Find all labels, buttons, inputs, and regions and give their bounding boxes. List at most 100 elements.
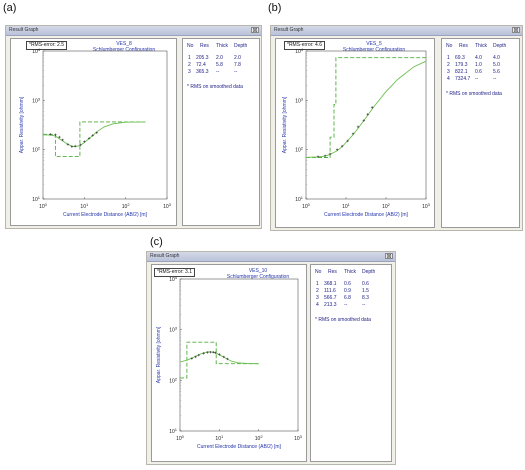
- ves-title-b: VES_5 Schlumberger Configuration: [338, 41, 410, 53]
- titlebar-a[interactable]: Result Graph ⊠: [6, 26, 261, 36]
- observed-point: [66, 143, 70, 146]
- x-tick-label: 101: [80, 202, 89, 210]
- observed-point: [316, 155, 320, 158]
- x-tick-label: 102: [255, 434, 264, 442]
- y-tick-label: 104: [295, 47, 304, 55]
- rms-note-a: * RMS on smoothed data: [187, 84, 243, 90]
- observed-point: [323, 154, 327, 158]
- cell-res: 213.3: [324, 302, 337, 308]
- ves-name-a: VES_8: [116, 41, 132, 47]
- y-axis-label: Appar. Resistivity [ohmm]: [282, 96, 288, 153]
- close-icon[interactable]: ⊠: [251, 27, 259, 34]
- cell-no: 4: [316, 302, 319, 308]
- observed-point: [206, 351, 209, 354]
- col-res: Res: [459, 43, 468, 49]
- observed-point: [190, 357, 194, 360]
- cell-no: 3: [447, 69, 450, 75]
- cell-no: 1: [188, 55, 191, 61]
- cell-depth: 1.5: [362, 288, 369, 294]
- cell-depth: 0.6: [362, 281, 369, 287]
- cell-no: 2: [316, 288, 319, 294]
- x-axis-label: Current Electrode Distance (AB/2) [m]: [197, 444, 282, 450]
- cell-thick: 0.9: [344, 288, 351, 294]
- titlebar-b[interactable]: Result Graph ⊠: [271, 26, 522, 36]
- y-axis-label: Appar. Resistivity [ohmm]: [19, 96, 25, 153]
- cell-thick: 4.0: [475, 55, 482, 61]
- ves-name-b: VES_5: [366, 41, 382, 47]
- observed-point: [335, 148, 339, 151]
- cell-depth: 2.0: [234, 55, 241, 61]
- col-thick: Thick: [344, 269, 356, 275]
- cell-res: 69.3: [455, 55, 465, 61]
- cell-thick: 1.0: [475, 62, 482, 68]
- cell-depth: 4.0: [493, 55, 500, 61]
- observed-point: [58, 135, 61, 139]
- x-tick-label: 101: [215, 434, 224, 442]
- observed-point: [340, 144, 344, 148]
- observed-point: [370, 106, 374, 109]
- plot-frame: [42, 50, 168, 200]
- cell-depth: 5.0: [493, 62, 500, 68]
- x-tick-label: 102: [382, 202, 391, 210]
- close-icon[interactable]: ⊠: [512, 27, 520, 34]
- y-tick-label: 103: [32, 96, 41, 104]
- result-graph-window-a[interactable]: Result Graph ⊠ *RMS-error: 2.5 VES_8 Sch…: [5, 25, 262, 229]
- y-tick-label: 101: [295, 195, 304, 203]
- observed-point: [194, 355, 197, 359]
- cell-res: 822.1: [455, 69, 468, 75]
- cell-res: 72.4: [196, 62, 206, 68]
- col-thick: Thick: [475, 43, 487, 49]
- cell-res: 111.6: [324, 288, 336, 294]
- cell-thick: 0.6: [344, 281, 351, 287]
- panel-label-a: (a): [3, 2, 17, 14]
- x-axis-label: Current Electrode Distance (AB/2) [m]: [324, 212, 409, 218]
- cell-thick: --: [344, 302, 348, 308]
- cell-thick: 2.0: [216, 55, 223, 61]
- y-tick-label: 104: [169, 275, 178, 283]
- cell-depth: --: [234, 69, 238, 75]
- plot-area-b: *RMS-error: 4.6 VES_5 Schlumberger Confi…: [275, 38, 435, 228]
- ves-name-c: VES_10: [248, 268, 268, 274]
- window-title-c: Result Graph: [150, 253, 180, 259]
- observed-point: [351, 132, 355, 135]
- cell-thick: --: [475, 76, 479, 82]
- plot-area-a: *RMS-error: 2.5 VES_8 Schlumberger Confi…: [10, 38, 177, 226]
- y-tick-label: 103: [295, 96, 304, 104]
- observed-point: [79, 143, 82, 147]
- cell-no: 1: [316, 281, 319, 287]
- observed-point: [61, 138, 64, 142]
- plot-frame: [305, 50, 427, 200]
- observed-point: [202, 352, 205, 355]
- result-graph-window-c[interactable]: Result Graph ⊠ *RMS-error: 3.1 VES_10 Sc…: [146, 251, 396, 465]
- layer-table-b: No Res Thick Depth 1 69.3 4.0 4.0 2 179.…: [441, 38, 520, 228]
- cell-no: 1: [447, 55, 450, 61]
- titlebar-c[interactable]: Result Graph ⊠: [147, 252, 395, 262]
- observed-point: [70, 145, 74, 148]
- close-icon[interactable]: ⊠: [385, 253, 393, 260]
- observed-point: [328, 152, 332, 156]
- col-thick: Thick: [216, 43, 228, 49]
- col-no: No: [315, 269, 322, 275]
- observed-point: [366, 113, 369, 116]
- x-tick-label: 100: [176, 434, 185, 442]
- result-graph-window-b[interactable]: Result Graph ⊠ *RMS-error: 4.6 VES_5 Sch…: [270, 25, 523, 231]
- config-label-a: Schlumberger Configuration: [92, 47, 156, 53]
- cell-thick: --: [216, 69, 220, 75]
- cell-res: 179.3: [455, 62, 468, 68]
- config-label-b: Schlumberger Configuration: [342, 47, 406, 53]
- layer-table-c: No Res Thick Depth 1 368.1 0.6 0.6 2 111…: [310, 264, 392, 462]
- observed-point: [91, 134, 94, 137]
- observed-point: [209, 350, 212, 354]
- ves-title-c: VES_10 Schlumberger Configuration: [222, 268, 294, 280]
- window-title-a: Result Graph: [9, 27, 39, 33]
- y-axis-label: Appar. Resistivity [ohmm]: [156, 326, 162, 383]
- cell-no: 3: [188, 69, 191, 75]
- cell-depth: --: [362, 302, 366, 308]
- cell-depth: 5.6: [493, 69, 500, 75]
- x-tick-label: 101: [342, 202, 351, 210]
- observed-point: [226, 357, 229, 361]
- observed-point: [218, 353, 221, 356]
- observed-point: [346, 139, 349, 143]
